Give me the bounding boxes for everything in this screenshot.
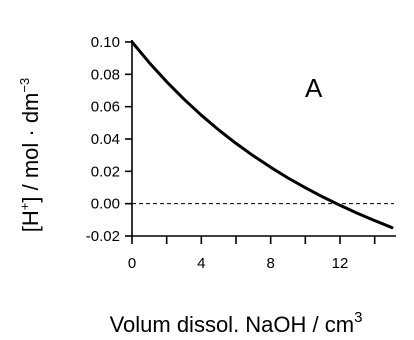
- y-tick-label-2: 0.06: [91, 99, 120, 116]
- y-axis-title: [H+] / mol · dm−3: [17, 78, 43, 232]
- x-tick-label-0: 0: [128, 255, 136, 272]
- plot-area: 0.10 0.08 0.06 0.04 0.02 0.00 -0.02 0 4 8 12: [86, 34, 396, 272]
- y-axis-title-part-2: ] / mol · dm: [18, 93, 43, 203]
- y-tick-label-0: 0.10: [91, 34, 120, 51]
- y-tick-label-6: -0.02: [86, 228, 120, 245]
- series-line-0: [130, 40, 394, 230]
- x-axis-title: Volum dissol. NaOH / cm3: [110, 309, 363, 337]
- x-tick-label-3: 12: [332, 255, 349, 272]
- y-axis-title-superscript-2: −3: [17, 78, 32, 93]
- x-tick-label-2: 8: [266, 255, 274, 272]
- x-tick-label-1: 4: [197, 255, 205, 272]
- svg-text:[H+] / mol · dm−3: [H+] / mol · dm−3: [17, 78, 43, 232]
- x-axis-title-superscript: 3: [354, 309, 362, 326]
- panel-label: A: [305, 73, 323, 103]
- y-tick-label-5: 0.00: [91, 196, 120, 213]
- y-tick-label-1: 0.08: [91, 66, 120, 83]
- y-axis-title-superscript-1: +: [17, 203, 32, 211]
- x-axis-title-text: Volum dissol. NaOH / cm: [110, 312, 355, 337]
- y-tick-label-4: 0.02: [91, 163, 120, 180]
- y-axis-title-part-1: [H: [18, 210, 43, 232]
- y-tick-label-3: 0.04: [91, 131, 120, 148]
